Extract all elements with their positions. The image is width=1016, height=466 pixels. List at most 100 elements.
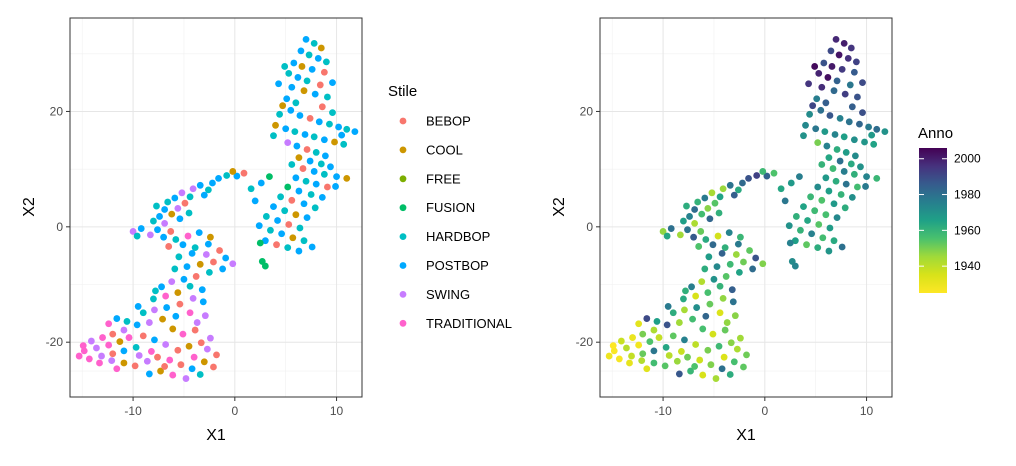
data-point [730,191,738,199]
data-point [312,180,320,188]
colorbar-ticks: 1940 1960 1980 2000 [919,152,981,273]
colorbar-tick-label: 2000 [954,152,981,166]
data-point [659,228,667,235]
data-point [198,286,206,294]
data-point [292,174,300,182]
data-point [196,260,204,268]
data-point [285,69,293,77]
data-point [663,232,671,240]
data-point [823,142,831,150]
data-point [327,163,334,171]
data-point [159,315,166,323]
data-point [179,330,187,338]
y-tick-label: 0 [56,220,63,234]
data-point [306,114,314,122]
data-point [777,185,785,193]
data-point [273,241,280,249]
data-point [93,344,100,352]
data-point [711,199,719,207]
data-point [759,168,767,175]
data-point [297,47,305,55]
data-point [290,59,298,67]
data-point [311,204,319,212]
data-point [709,330,717,338]
data-point [828,63,836,70]
x-tick-label: 0 [761,404,768,418]
data-point [223,172,231,179]
data-point [137,225,145,232]
data-point [302,35,310,43]
data-point [638,357,646,365]
data-point [185,209,193,217]
data-point [131,362,139,370]
data-point [669,309,677,317]
data-point [814,139,822,147]
data-point [317,160,325,168]
data-point [281,63,289,70]
data-point [332,183,339,190]
data-point [811,63,819,70]
data-point [850,170,858,178]
data-point [178,189,186,197]
axis-ticks: -10 0 10 -20 0 20 [46,104,344,418]
data-point [215,174,222,182]
data-point [617,337,625,345]
data-point [256,239,264,247]
data-point [804,217,811,224]
data-point [822,99,830,107]
data-point [105,320,113,328]
data-point [293,142,301,150]
scatter-panel-style: -10 0 10 -20 0 20 X1 X2 Stile BEBOP COOL FREE FU… [21,17,512,444]
data-point [164,198,172,206]
data-point [731,312,739,320]
data-point [172,236,180,243]
data-point [643,315,651,322]
data-point [191,326,199,334]
x-axis-label: X1 [206,427,226,444]
data-point [818,83,826,91]
data-point [340,140,348,148]
plot-border [69,17,363,398]
data-point [150,217,157,225]
data-point [120,347,128,355]
data-point [322,58,330,66]
data-point [695,243,703,250]
data-point [207,233,214,241]
data-point [285,221,293,228]
data-point [870,140,878,148]
data-point [740,363,747,371]
data-point [120,326,128,334]
data-point [176,300,184,308]
data-point [181,199,189,207]
data-point [698,210,706,218]
data-point [262,213,270,220]
data-point [329,79,336,87]
data-point [288,83,296,91]
data-point [650,326,658,334]
data-point [814,244,822,251]
legend-label: FUSION [426,200,475,215]
data-point [686,213,693,220]
data-point [219,265,227,273]
data-point [681,336,688,344]
data-point [116,338,124,346]
data-point [859,109,866,117]
data-point [683,202,690,210]
data-point [162,341,170,348]
legend-key [399,146,407,154]
data-point [317,44,325,52]
data-point [838,243,846,251]
data-point [830,237,838,245]
data-point [850,68,858,76]
data-point [175,253,183,261]
data-point [690,233,698,241]
data-point [716,282,724,290]
colorbar-gradient [919,148,947,293]
data-point [753,172,761,179]
data-point [802,121,809,129]
data-point [726,181,734,189]
data-point [292,211,300,219]
data-point [105,341,113,349]
data-point [303,146,311,153]
data-point [675,319,683,326]
